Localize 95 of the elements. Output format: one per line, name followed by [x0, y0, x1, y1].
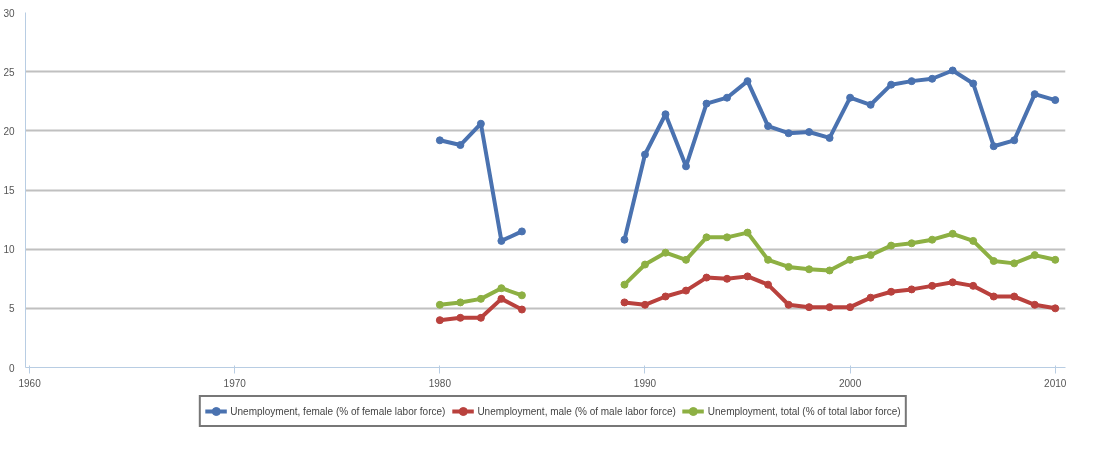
point [948, 66, 957, 75]
point [456, 313, 465, 322]
point [907, 239, 916, 248]
point [764, 280, 773, 289]
point [887, 80, 896, 89]
point [723, 233, 732, 242]
point [723, 274, 732, 283]
point [846, 93, 855, 102]
point [948, 278, 957, 287]
point [887, 241, 896, 250]
point [784, 129, 793, 138]
point [1010, 259, 1019, 268]
point [497, 294, 506, 303]
point [969, 281, 978, 290]
point [702, 233, 711, 242]
point [640, 150, 649, 159]
point [928, 74, 937, 83]
point [846, 255, 855, 264]
point [866, 100, 875, 109]
point [1030, 90, 1039, 99]
x-tick-label: 1990 [633, 377, 657, 389]
point [989, 142, 998, 151]
point [743, 272, 752, 281]
point [764, 255, 773, 264]
point [928, 281, 937, 290]
point [928, 235, 937, 244]
point [1051, 96, 1060, 105]
point [620, 298, 629, 307]
point [764, 122, 773, 131]
y-tick-label: 0 [8, 362, 15, 374]
point [805, 128, 814, 137]
point [435, 316, 444, 325]
point [702, 273, 711, 282]
x-tick-label: 2000 [838, 377, 862, 389]
point [743, 77, 752, 86]
point [1051, 255, 1060, 264]
legend-label: Unemployment, female (% of female labor force) [230, 405, 446, 417]
point [435, 136, 444, 145]
y-tick-label: 15 [3, 185, 15, 196]
point [846, 303, 855, 312]
point [517, 291, 526, 300]
point [723, 93, 732, 102]
point [517, 305, 526, 314]
point [640, 260, 649, 269]
point [825, 266, 834, 275]
point [907, 77, 916, 86]
point [682, 286, 691, 295]
point [866, 251, 875, 260]
point [969, 79, 978, 88]
point [866, 293, 875, 302]
point [784, 300, 793, 309]
point [1051, 304, 1060, 313]
point [702, 99, 711, 108]
point [497, 284, 506, 293]
x-tick-label: 1970 [223, 377, 247, 389]
point [1030, 251, 1039, 260]
point [640, 300, 649, 309]
x-tick-label: 1980 [428, 377, 452, 389]
point [661, 248, 670, 257]
point [1010, 136, 1019, 145]
x-tick-label: 2010 [1044, 377, 1067, 389]
point [948, 229, 957, 238]
point [476, 119, 485, 128]
point [661, 292, 670, 301]
point [969, 236, 978, 245]
y-tick-label: 5 [8, 303, 15, 315]
point [887, 287, 896, 296]
y-tick-label: 30 [3, 7, 15, 19]
point [456, 141, 465, 150]
point [825, 303, 834, 312]
x-tick-label: 1960 [18, 377, 42, 389]
point [1010, 292, 1019, 301]
point [805, 303, 814, 312]
point [989, 257, 998, 265]
point [456, 298, 465, 307]
point [989, 292, 998, 301]
point [1030, 300, 1039, 309]
point [743, 228, 752, 237]
point [682, 255, 691, 264]
y-tick-label: 20 [3, 125, 15, 137]
y-tick-label: 10 [3, 244, 15, 256]
point [476, 313, 485, 322]
legend-label: Unemployment, total (% of total labor force) [707, 405, 901, 417]
point [476, 294, 485, 303]
point [825, 133, 834, 142]
point [620, 235, 629, 244]
point [517, 227, 526, 236]
point [620, 280, 629, 289]
point [435, 300, 444, 309]
legend-label: Unemployment, male (% of male labor force) [477, 405, 676, 417]
point [805, 265, 814, 274]
point [784, 262, 793, 271]
point [907, 285, 916, 294]
point [497, 236, 506, 245]
y-tick-label: 25 [3, 66, 15, 78]
